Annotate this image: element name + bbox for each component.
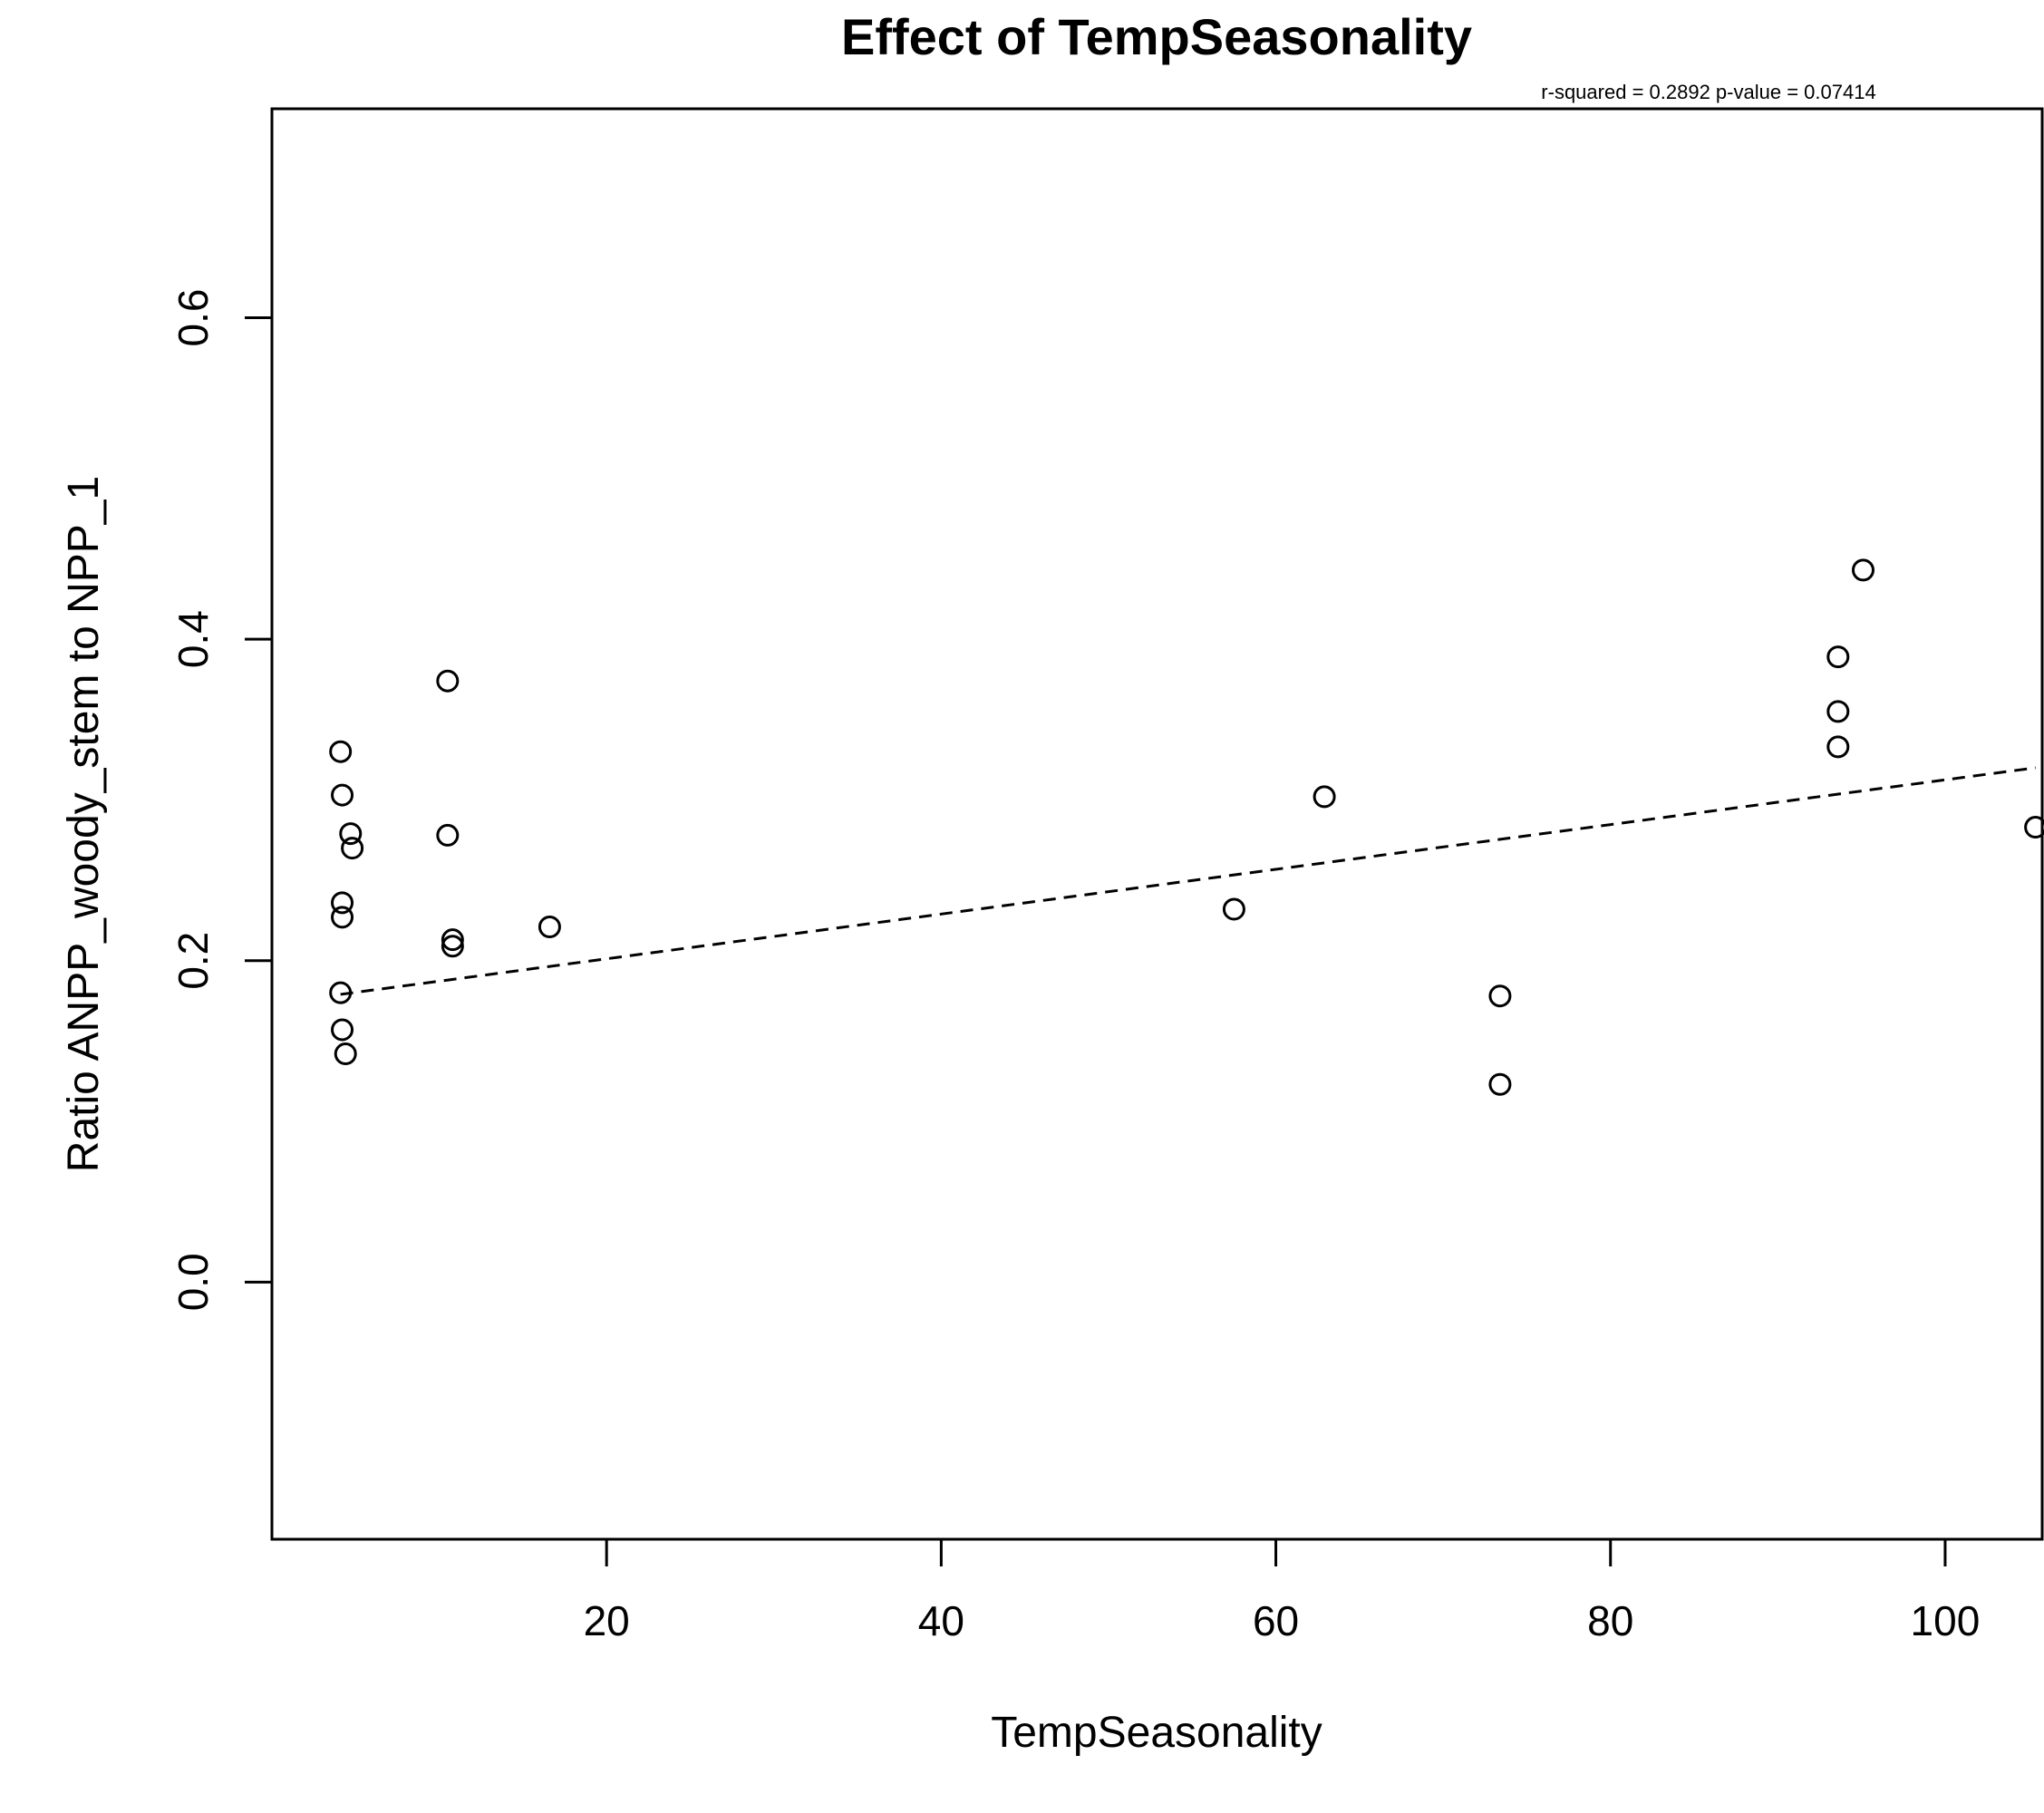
data-point [329, 740, 353, 763]
data-point [1826, 735, 1850, 759]
data-point [436, 669, 460, 693]
x-tick-label: 60 [1253, 1597, 1299, 1644]
data-point [1488, 1072, 1512, 1096]
data-point [441, 935, 464, 958]
data-point [1826, 645, 1850, 669]
data-point [538, 915, 561, 938]
chart-title: Effect of TempSeasonality [841, 8, 1472, 65]
y-axis: 0.0 0.2 0.4 0.6 [170, 289, 274, 1311]
y-tick-label: 0.6 [170, 289, 217, 347]
data-points [329, 558, 2044, 1096]
data-point [441, 928, 464, 952]
data-point [339, 822, 363, 846]
data-point [1826, 700, 1850, 723]
plot-frame [270, 107, 2044, 1541]
x-tick-label: 100 [1911, 1597, 1981, 1644]
y-tick-label: 0.4 [170, 610, 217, 668]
x-axis: 20 40 60 80 100 [584, 1537, 1981, 1644]
x-axis-label: TempSeasonality [991, 1709, 1322, 1757]
x-tick-label: 20 [584, 1597, 630, 1644]
data-point [1851, 558, 1874, 582]
data-point [331, 783, 354, 807]
model-stats: r-squared = 0.2892 p-value = 0.07414 [1541, 81, 1875, 103]
data-point [1222, 897, 1245, 921]
data-point [1313, 785, 1336, 809]
y-axis-label: Ratio ANPP_woody_stem to NPP_1 [60, 476, 108, 1172]
data-point [331, 1018, 354, 1042]
data-point [331, 891, 354, 915]
data-point [334, 1042, 357, 1066]
trend-line [340, 766, 2036, 996]
data-point [1488, 984, 1512, 1008]
data-point [2024, 816, 2044, 839]
y-tick-label: 0.0 [170, 1253, 217, 1311]
x-tick-label: 40 [918, 1597, 964, 1644]
data-point [436, 823, 460, 847]
data-point [341, 837, 364, 860]
data-point [329, 981, 353, 1004]
x-tick-label: 80 [1587, 1597, 1633, 1644]
data-point [331, 906, 354, 929]
y-tick-label: 0.2 [170, 932, 217, 990]
